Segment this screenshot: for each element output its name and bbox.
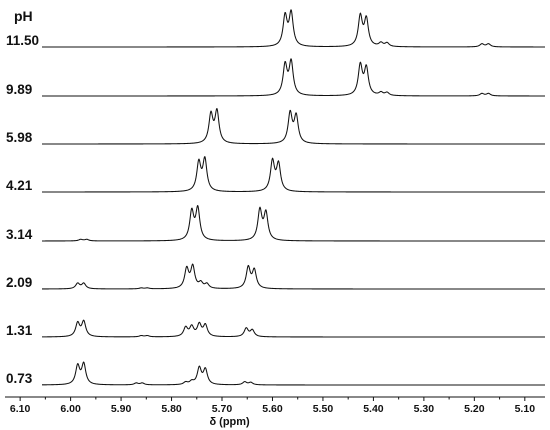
ph-label: 11.50 (6, 33, 39, 48)
spectrum-trace (41, 361, 546, 386)
ph-label: 9.89 (6, 82, 32, 97)
ph-label: 4.21 (6, 178, 33, 193)
ph-label: 5.98 (6, 130, 33, 145)
x-tick-label: 5.80 (161, 403, 182, 415)
x-tick-label: 5.40 (363, 403, 384, 415)
spectrum-trace (41, 205, 546, 242)
x-tick-label: 5.50 (313, 403, 334, 415)
spectrum-trace (41, 156, 546, 193)
spectrum-trace (41, 108, 546, 145)
x-tick-label: 5.90 (111, 403, 132, 415)
x-axis-title: δ (ppm) (209, 416, 250, 428)
x-axis-ticks: 6.10 6.00 5.90 5.80 5.70 5.60 5.50 5.40 5.30 5.20… (10, 397, 535, 415)
ph-header-label: pH (14, 8, 33, 24)
x-tick-label: 5.70 (212, 403, 233, 415)
x-tick-label: 5.30 (414, 403, 435, 415)
spectra-group: 11.50 9.89 5.98 4.21 3.14 2.09 1.31 0.73 (6, 9, 546, 386)
x-tick-label: 6.00 (60, 403, 81, 415)
x-tick-label: 5.20 (464, 403, 485, 415)
spectrum-trace (41, 319, 546, 338)
ph-label: 1.31 (6, 323, 33, 338)
x-tick-label: 5.10 (515, 403, 536, 415)
ph-label: 0.73 (6, 371, 33, 386)
spectrum-trace (41, 58, 546, 97)
ph-label: 2.09 (6, 275, 32, 290)
x-tick-label: 5.60 (262, 403, 283, 415)
ph-label: 3.14 (6, 227, 33, 242)
spectrum-trace (41, 263, 546, 290)
spectrum-trace (41, 9, 546, 48)
x-tick-label: 6.10 (10, 403, 31, 415)
